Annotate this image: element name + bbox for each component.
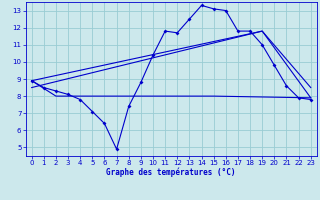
X-axis label: Graphe des températures (°C): Graphe des températures (°C) <box>107 168 236 177</box>
